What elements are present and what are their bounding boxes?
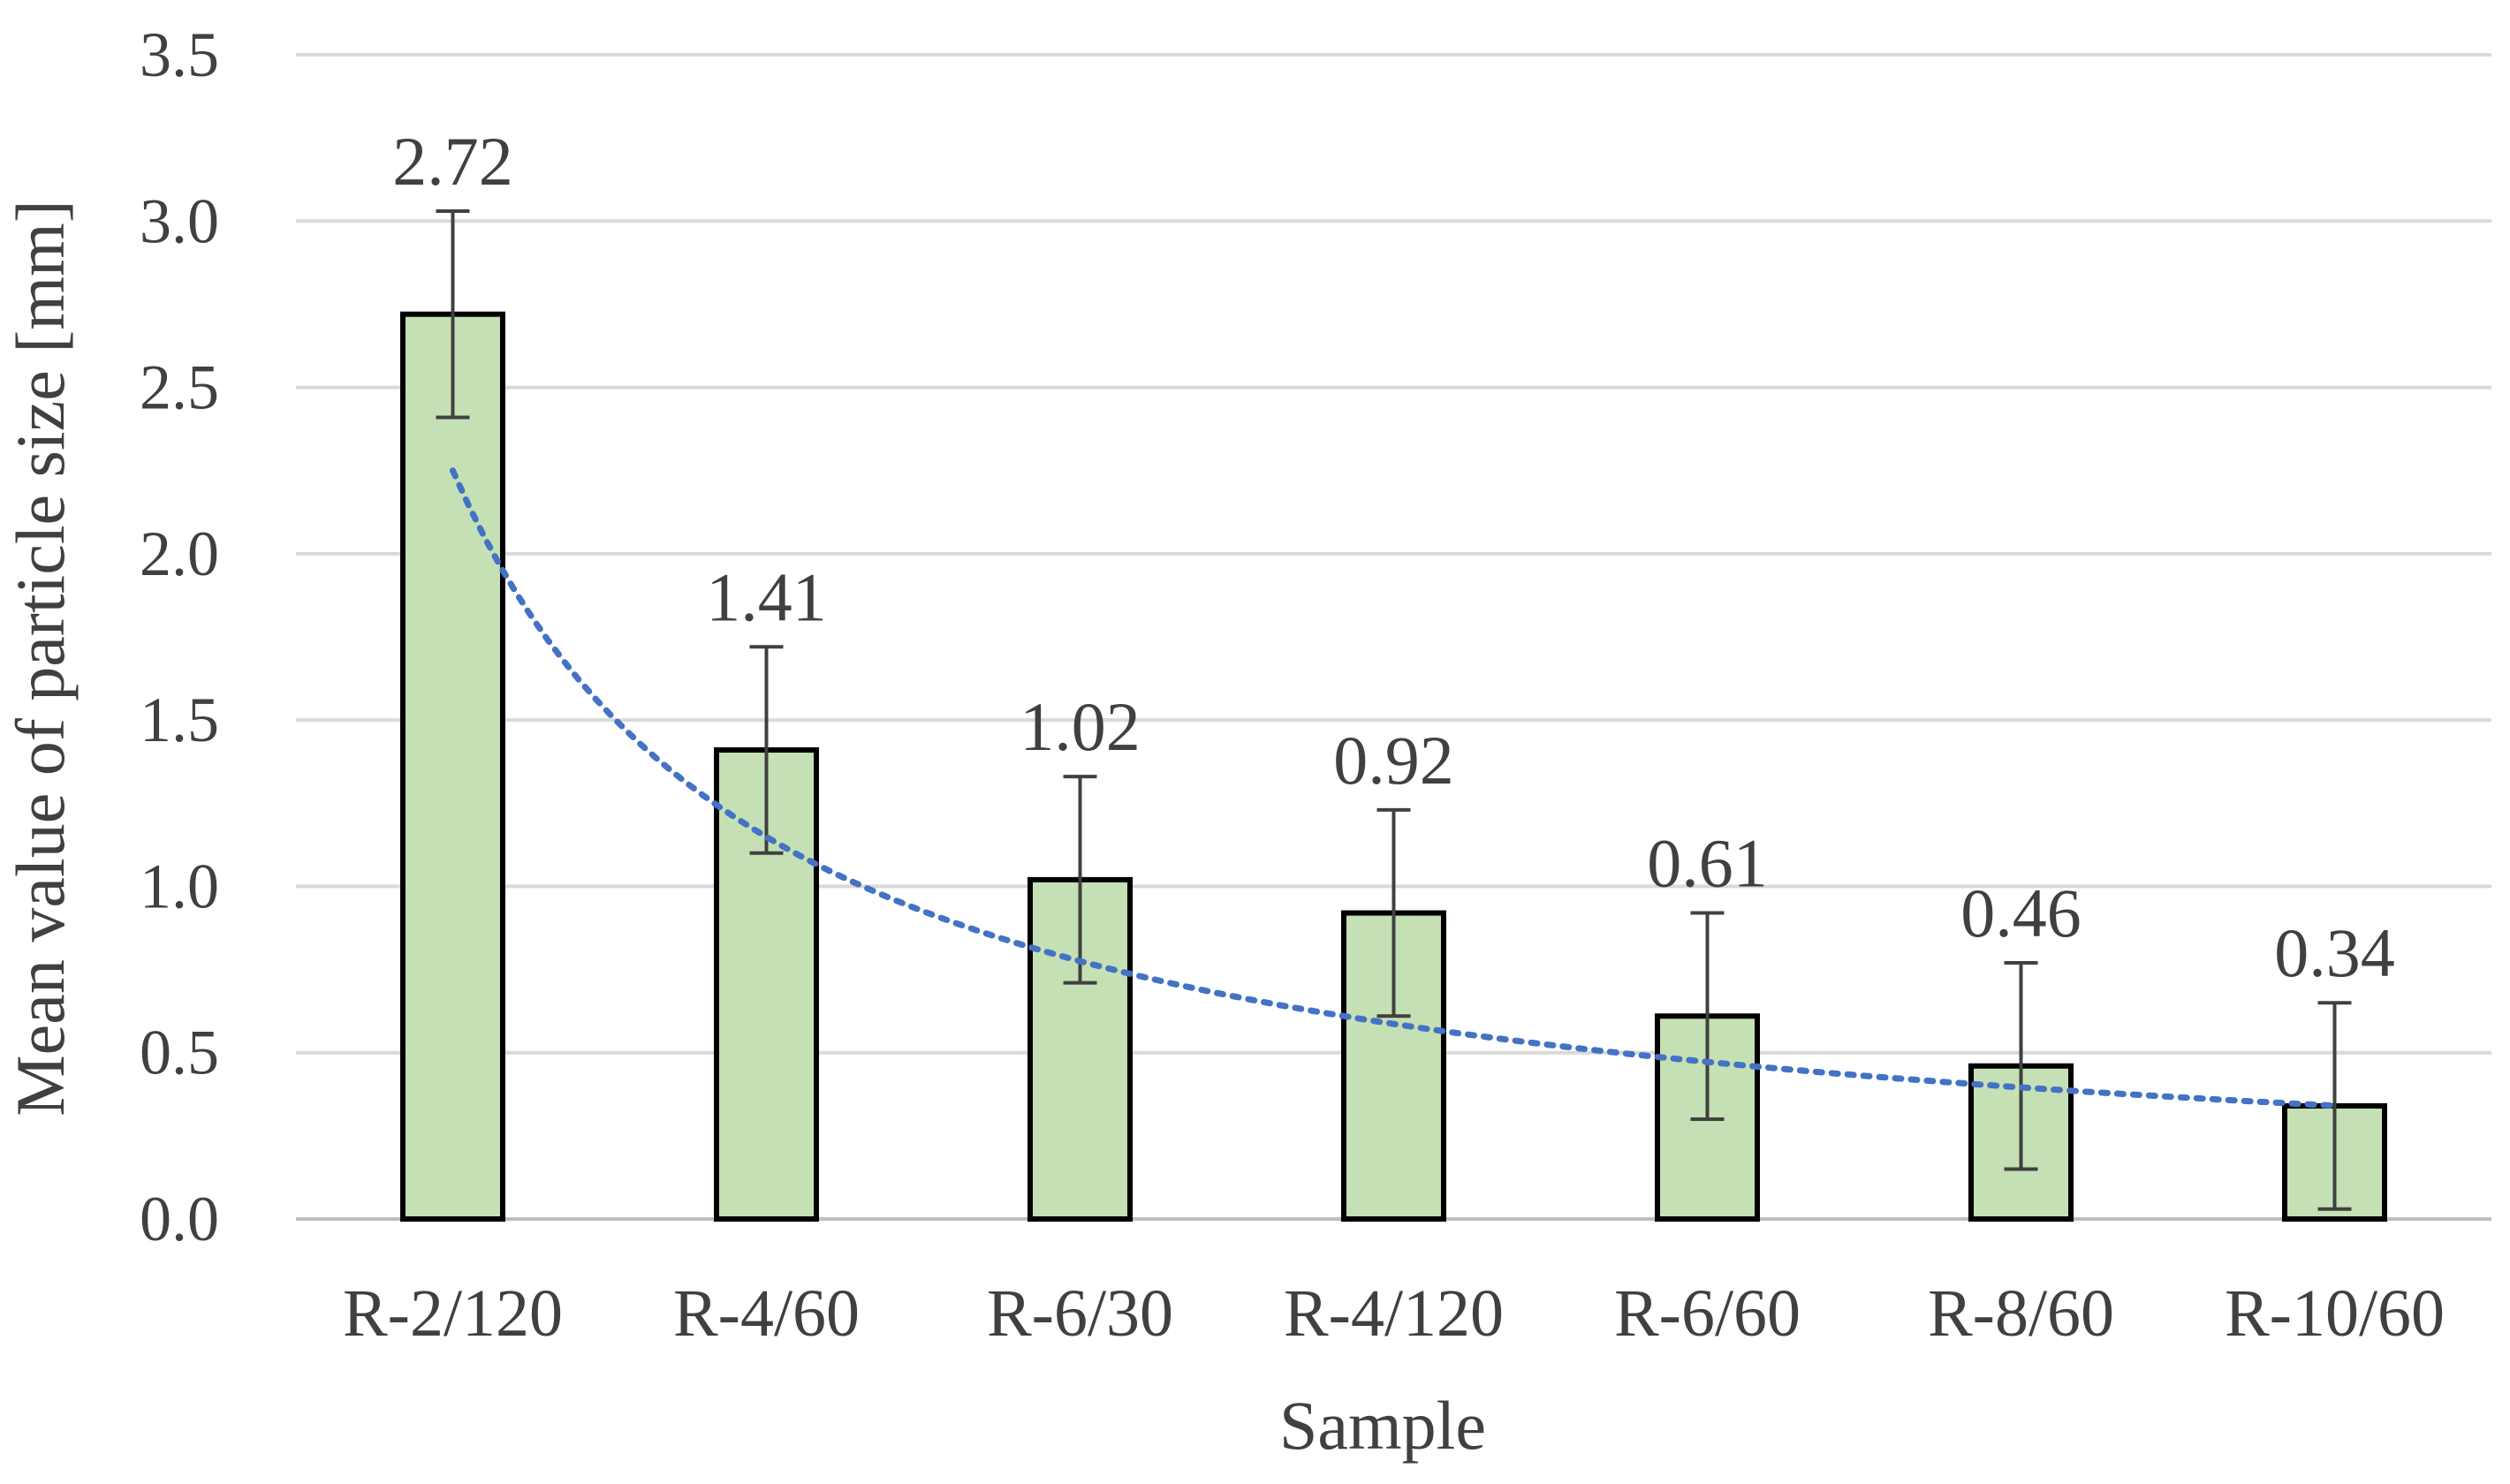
x-tick-label: R-2/120 <box>343 1276 563 1351</box>
y-tick-label: 3.5 <box>140 19 219 90</box>
error-bars <box>436 208 2352 1211</box>
y-tick-label: 2.5 <box>140 352 219 423</box>
x-tick-label: R-4/120 <box>1284 1276 1504 1351</box>
y-tick-label: 3.0 <box>140 186 219 256</box>
trendline <box>450 467 2338 1109</box>
y-tick-label: 0.5 <box>140 1018 219 1088</box>
x-axis-title: Sample <box>1279 1387 1486 1464</box>
data-label: 2.72 <box>392 123 513 200</box>
data-label: 0.46 <box>1960 874 2082 951</box>
y-tick-label: 0.0 <box>140 1184 219 1254</box>
data-label: 0.92 <box>1333 722 1454 799</box>
y-tick-label: 1.5 <box>140 685 219 755</box>
data-label: 0.34 <box>2274 914 2395 991</box>
y-tick-label: 2.0 <box>140 519 219 589</box>
x-tick-label: R-8/60 <box>1928 1276 2114 1351</box>
data-label: 1.41 <box>706 558 827 635</box>
bar <box>400 311 505 1222</box>
y-axis-title: Mean value of particle size [mm] <box>2 200 79 1116</box>
x-axis-ticks: R-2/120 R-4/60 R-6/30 R-4/120 R-6/60 R-8/60 R-… <box>343 1276 2445 1351</box>
y-tick-label: 1.0 <box>140 851 219 921</box>
data-labels: 2.72 1.41 1.02 0.92 0.61 0.46 0.34 <box>392 123 2395 991</box>
x-tick-label: R-10/60 <box>2225 1276 2445 1351</box>
data-label: 1.02 <box>1020 688 1141 765</box>
data-label: 0.61 <box>1647 825 1768 902</box>
trendline-path <box>450 467 2338 1109</box>
x-tick-label: R-6/60 <box>1614 1276 1801 1351</box>
y-axis-ticks: 0.0 0.5 1.0 1.5 2.0 2.5 3.0 3.5 <box>140 19 219 1254</box>
x-tick-label: R-4/60 <box>673 1276 860 1351</box>
x-tick-label: R-6/30 <box>987 1276 1173 1351</box>
